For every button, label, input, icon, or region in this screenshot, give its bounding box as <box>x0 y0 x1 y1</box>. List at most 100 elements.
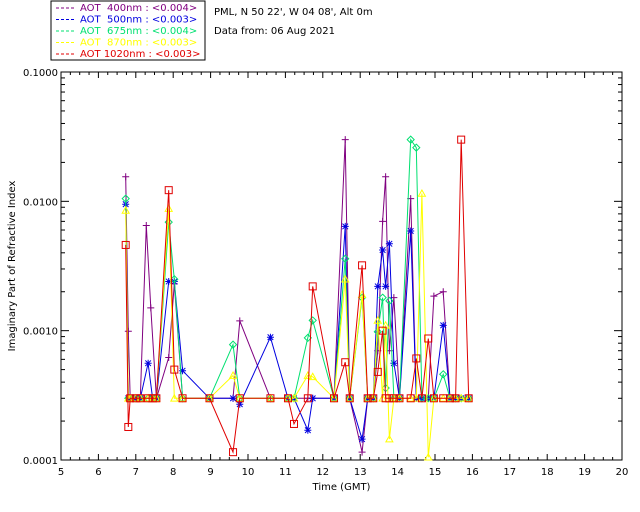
data-point <box>179 367 187 375</box>
data-point <box>423 452 433 461</box>
data-point <box>136 394 145 403</box>
data-point <box>229 394 237 402</box>
data-point <box>235 394 244 403</box>
data-point <box>178 394 187 403</box>
legend-box <box>50 0 206 61</box>
data-point <box>374 282 382 290</box>
data-point <box>358 261 367 270</box>
data-point <box>373 315 383 324</box>
y-axis-label: Imaginary Part of Refractive Index <box>7 181 18 352</box>
data-point <box>379 217 387 225</box>
data-point <box>406 135 415 144</box>
x-tick-label: 18 <box>541 467 554 478</box>
y-tick-label: 0.1000 <box>23 68 58 79</box>
x-tick-label: 8 <box>170 467 176 478</box>
data-point <box>131 394 140 403</box>
data-point <box>424 334 433 343</box>
data-point <box>284 394 293 403</box>
data-point <box>378 293 387 302</box>
legend-entry: AOT 1020nm : <0.003> <box>80 49 200 60</box>
data-point <box>385 240 393 248</box>
legend-entry: AOT 870nm : <0.003> <box>80 38 197 49</box>
x-tick-label: 17 <box>503 467 516 478</box>
data-point <box>228 340 238 349</box>
data-point <box>429 394 438 403</box>
x-tick-label: 5 <box>58 467 64 478</box>
data-point <box>144 394 153 403</box>
x-tick-label: 20 <box>616 467 629 478</box>
data-point <box>345 393 355 402</box>
data-point <box>412 143 421 152</box>
data-point <box>373 327 382 337</box>
y-tick-label: 0.0001 <box>23 456 58 467</box>
data-point <box>340 274 350 283</box>
data-point <box>165 277 173 285</box>
data-point <box>464 393 474 402</box>
data-point <box>121 194 130 203</box>
data-point <box>406 394 415 403</box>
data-point <box>308 316 317 325</box>
x-tick-label: 6 <box>95 467 101 478</box>
data-point <box>430 292 438 300</box>
x-tick-label: 16 <box>466 467 479 478</box>
data-point <box>124 422 133 431</box>
x-tick-label: 19 <box>578 467 591 478</box>
legend-entry: AOT 500nm : <0.003> <box>80 15 197 26</box>
data-point <box>121 240 130 249</box>
data-point <box>385 434 394 443</box>
data-point <box>369 394 378 403</box>
data-point <box>451 394 460 403</box>
data-point <box>304 426 312 434</box>
data-point <box>407 227 415 235</box>
data-point <box>236 317 244 325</box>
data-point <box>126 394 135 403</box>
data-point <box>289 393 299 402</box>
data-point <box>164 186 173 195</box>
data-point <box>358 448 366 456</box>
data-point <box>303 394 312 403</box>
series-1 <box>122 200 473 443</box>
x-tick-label: 11 <box>279 467 292 478</box>
x-tick-label: 15 <box>429 467 442 478</box>
data-point <box>464 394 473 403</box>
data-point <box>142 222 150 230</box>
data-point <box>385 394 394 403</box>
data-point <box>122 173 130 181</box>
data-point <box>170 365 179 374</box>
legend: AOT 400nm : <0.004>AOT 500nm : <0.003>AO… <box>50 0 206 61</box>
data-point <box>358 435 366 443</box>
x-axis-label: Time (GMT) <box>312 482 371 493</box>
data-point <box>308 282 317 291</box>
data-point <box>439 370 448 379</box>
data-point <box>390 359 398 367</box>
series-line <box>125 139 470 454</box>
data-point <box>381 320 390 329</box>
date-info: Data from: 06 Aug 2021 <box>214 26 335 37</box>
series-layer <box>121 135 474 461</box>
data-point <box>205 394 214 403</box>
data-point <box>228 370 238 379</box>
data-point <box>169 393 179 402</box>
data-point <box>373 367 382 376</box>
data-point <box>439 321 447 329</box>
series-3 <box>121 188 474 461</box>
data-point <box>236 400 244 408</box>
x-tick-label: 12 <box>316 467 329 478</box>
legend-entry: AOT 675nm : <0.004> <box>80 26 197 37</box>
data-point <box>124 327 132 335</box>
data-point <box>309 394 317 402</box>
data-point <box>329 393 339 402</box>
y-tick-label: 0.0010 <box>23 327 58 338</box>
x-tick-label: 10 <box>242 467 255 478</box>
data-point <box>164 203 174 212</box>
data-point <box>144 359 152 367</box>
data-point <box>165 354 173 362</box>
data-point <box>345 394 354 403</box>
data-point <box>229 448 238 457</box>
x-tick-label: 9 <box>207 467 213 478</box>
data-point <box>445 394 454 403</box>
data-point <box>341 358 350 367</box>
data-point <box>412 354 421 363</box>
data-point <box>363 394 372 403</box>
